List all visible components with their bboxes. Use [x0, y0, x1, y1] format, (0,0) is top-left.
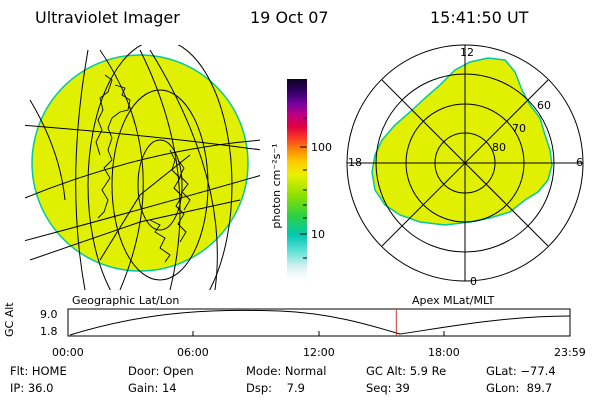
timeline-ymax: 9.0 [40, 308, 58, 321]
altitude-curve [69, 309, 571, 336]
colorbar-tick-100: 100 [311, 141, 332, 154]
info-ip: IP: 36.0 [10, 381, 54, 395]
polar-plot [346, 44, 584, 282]
geographic-image [25, 45, 260, 290]
lat-label-80: 80 [492, 141, 506, 154]
info-mode: Mode: Normal [246, 364, 327, 378]
info-seq: Seq: 39 [366, 381, 410, 395]
info-gc-alt: GC Alt: 5.9 Re [366, 364, 447, 378]
timeline-tick-0600: 06:00 [177, 346, 209, 359]
timeline-tick-1800: 18:00 [428, 346, 460, 359]
mlt-label-0: 0 [470, 275, 477, 288]
colorbar-tick-10: 10 [311, 228, 325, 241]
info-gain: Gain: 14 [128, 381, 177, 395]
timeline-axis-label: GC Alt [3, 302, 16, 337]
colorbar [287, 79, 307, 279]
aurora-oval [371, 57, 553, 226]
altitude-timeline [67, 308, 571, 337]
left-image-caption: Geographic Lat/Lon [72, 294, 180, 307]
mlt-label-12: 12 [460, 46, 474, 59]
info-flight: Flt: HOME [10, 364, 67, 378]
colorbar-unit-label: photon cm⁻²s⁻¹ [270, 143, 283, 229]
date-display: 19 Oct 07 [250, 8, 329, 27]
app-title: Ultraviolet Imager [35, 8, 180, 27]
lat-label-70: 70 [512, 122, 526, 135]
info-dsp: Dsp: 7.9 [246, 381, 305, 395]
lat-label-60: 60 [537, 99, 551, 112]
earth-disk [31, 54, 249, 272]
info-glat: GLat: −77.4 [486, 364, 556, 378]
info-glon: GLon: 89.7 [486, 381, 553, 395]
info-door: Door: Open [128, 364, 194, 378]
timeline-tick-0000: 00:00 [52, 346, 84, 359]
timeline-tick-1200: 12:00 [303, 346, 335, 359]
polar-plot-caption: Apex MLat/MLT [412, 294, 495, 307]
mlt-label-18: 18 [348, 156, 362, 169]
timeline-tick-2359: 23:59 [554, 346, 586, 359]
timeline-ymin: 1.8 [40, 325, 58, 338]
time-display: 15:41:50 UT [430, 8, 529, 27]
mlt-label-6: 6 [576, 156, 583, 169]
